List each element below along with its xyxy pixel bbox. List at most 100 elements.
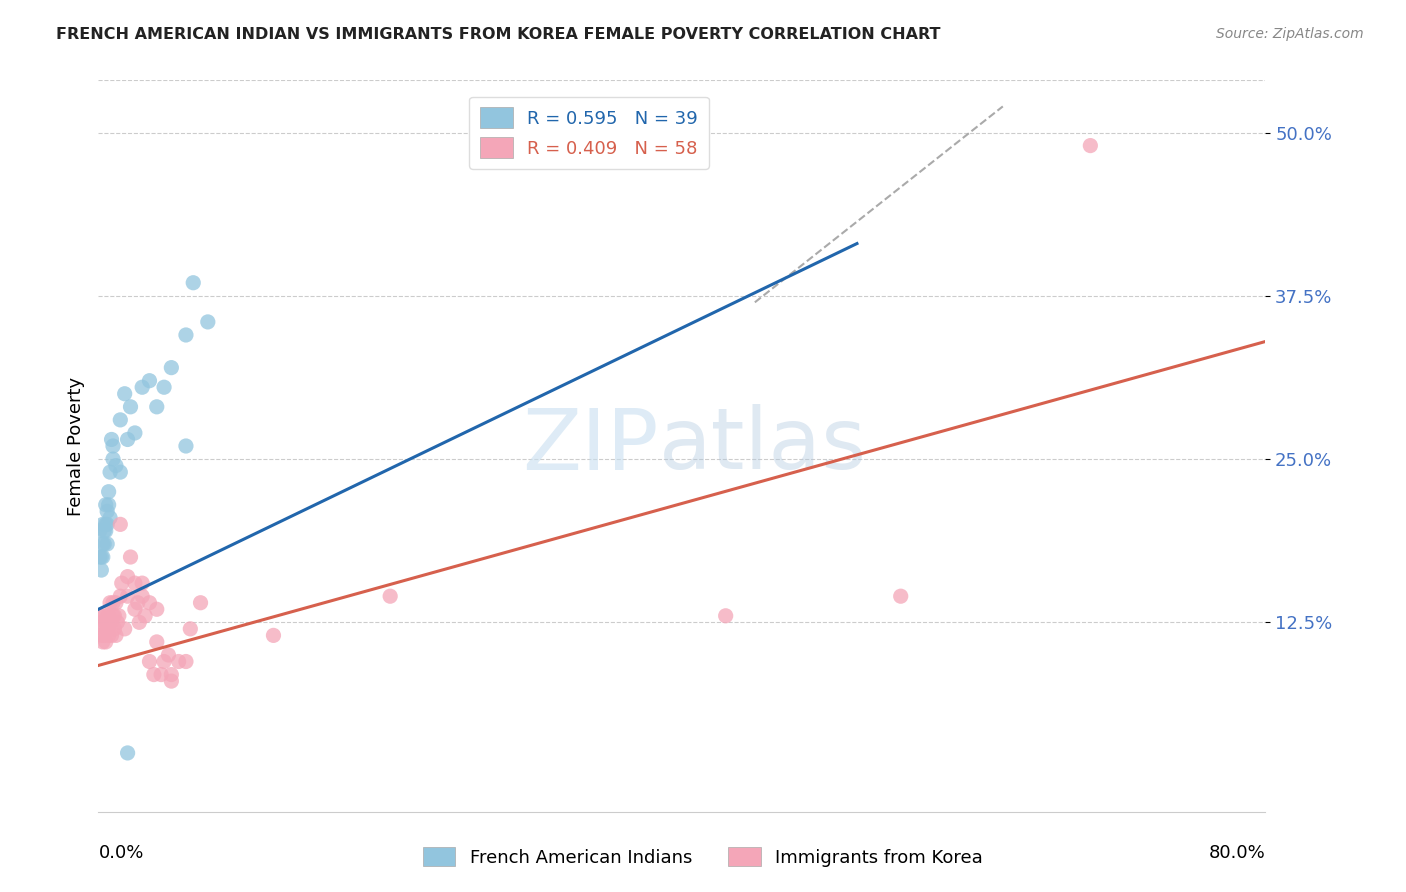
Point (117, 746, 139, 760)
Point (167, 655, 190, 669)
Point (120, 400, 142, 414)
Text: Source: ZipAtlas.com: Source: ZipAtlas.com (1216, 27, 1364, 41)
Point (146, 602, 169, 616)
Point (110, 413, 132, 427)
Point (94, 615, 117, 630)
Point (197, 315, 219, 329)
Point (104, 458, 127, 473)
Point (103, 622, 125, 636)
Point (101, 439, 124, 453)
Text: 80.0%: 80.0% (1209, 845, 1265, 863)
Point (91, 537, 114, 551)
Point (138, 374, 160, 388)
Point (179, 622, 201, 636)
Point (98, 465, 121, 479)
Point (128, 615, 150, 630)
Text: atlas: atlas (658, 404, 866, 488)
Point (127, 596, 149, 610)
Point (91, 635, 114, 649)
Point (124, 602, 146, 616)
Point (138, 596, 160, 610)
Point (101, 608, 124, 623)
Point (131, 576, 153, 591)
Point (100, 433, 122, 447)
Point (90, 615, 112, 630)
Point (174, 328, 197, 343)
Point (101, 596, 124, 610)
Point (96, 517, 118, 532)
Point (98, 511, 121, 525)
Point (91, 622, 114, 636)
Text: 0.0%: 0.0% (98, 845, 143, 863)
Text: ZIP: ZIP (522, 404, 658, 488)
Point (131, 380, 153, 394)
Point (94, 498, 117, 512)
Text: FRENCH AMERICAN INDIAN VS IMMIGRANTS FROM KOREA FEMALE POVERTY CORRELATION CHART: FRENCH AMERICAN INDIAN VS IMMIGRANTS FRO… (56, 27, 941, 42)
Point (91, 549, 114, 564)
Point (101, 452, 124, 467)
Point (96, 608, 118, 623)
Point (134, 608, 156, 623)
Point (153, 655, 176, 669)
Point (138, 655, 160, 669)
Point (120, 549, 142, 564)
Point (190, 596, 212, 610)
Point (157, 648, 180, 662)
Point (108, 608, 131, 623)
Point (89, 524, 111, 538)
Point (104, 596, 127, 610)
Point (890, 589, 912, 603)
Point (174, 439, 197, 453)
Point (94, 524, 117, 538)
Point (89, 549, 111, 564)
Legend: R = 0.595   N = 39, R = 0.409   N = 58: R = 0.595 N = 39, R = 0.409 N = 58 (470, 96, 709, 169)
Point (146, 635, 169, 649)
Point (114, 386, 136, 401)
Point (110, 517, 132, 532)
Point (714, 608, 737, 623)
Legend: French American Indians, Immigrants from Korea: French American Indians, Immigrants from… (416, 840, 990, 874)
Point (111, 576, 134, 591)
Y-axis label: Female Poverty: Female Poverty (66, 376, 84, 516)
Point (93, 537, 115, 551)
Point (90, 563, 112, 577)
Point (90, 549, 112, 564)
Point (100, 615, 122, 630)
Point (104, 628, 127, 642)
Point (153, 380, 176, 394)
Point (93, 608, 115, 623)
Point (160, 674, 183, 689)
Point (262, 628, 284, 642)
Point (96, 537, 118, 551)
Point (91, 517, 114, 532)
Point (181, 276, 204, 290)
Point (142, 667, 165, 681)
Point (100, 628, 122, 642)
Point (380, 589, 402, 603)
Point (96, 622, 118, 636)
Point (94, 635, 117, 649)
Point (97, 628, 120, 642)
Point (160, 360, 183, 375)
Point (93, 524, 115, 538)
Point (97, 608, 120, 623)
Point (124, 425, 146, 440)
Point (1080, 138, 1102, 153)
Point (90, 628, 112, 642)
Point (97, 484, 120, 499)
Point (146, 400, 169, 414)
Point (160, 667, 183, 681)
Point (98, 596, 121, 610)
Point (89, 608, 111, 623)
Point (110, 465, 132, 479)
Point (124, 576, 146, 591)
Point (131, 589, 153, 603)
Point (97, 498, 120, 512)
Point (114, 622, 136, 636)
Point (110, 589, 132, 603)
Point (103, 608, 125, 623)
Point (174, 655, 197, 669)
Point (105, 615, 128, 630)
Point (94, 517, 117, 532)
Point (117, 589, 139, 603)
